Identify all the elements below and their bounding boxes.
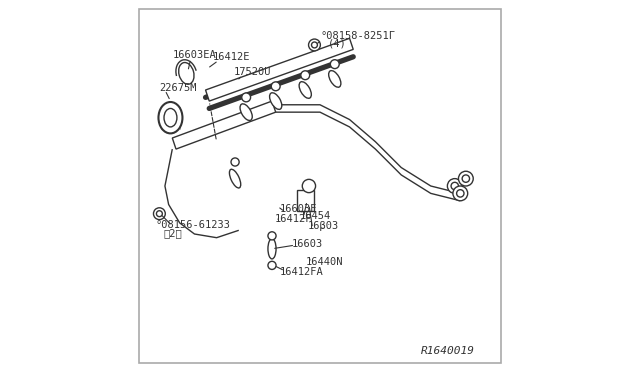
Circle shape [154,208,165,219]
Text: R1640019: R1640019 [421,346,475,356]
Text: 16412F: 16412F [275,214,312,224]
Circle shape [242,93,251,102]
Ellipse shape [299,82,311,98]
Ellipse shape [159,102,182,134]
Ellipse shape [164,109,177,127]
Polygon shape [172,101,276,149]
FancyBboxPatch shape [297,190,314,211]
Circle shape [447,179,462,193]
Text: 16412FA: 16412FA [280,267,324,277]
Circle shape [330,60,339,68]
Ellipse shape [268,238,276,259]
Circle shape [268,261,276,269]
Circle shape [231,158,239,166]
Circle shape [156,211,163,217]
Text: 16440N: 16440N [306,257,344,267]
Circle shape [301,71,310,80]
Ellipse shape [240,104,252,121]
Text: °08156-61233: °08156-61233 [156,220,230,230]
Text: （2）: （2） [163,228,182,238]
Ellipse shape [229,169,241,188]
Circle shape [312,42,317,48]
Polygon shape [205,38,353,101]
Text: 16454: 16454 [300,211,331,221]
Text: 16603E: 16603E [280,204,317,214]
Circle shape [458,171,473,186]
Text: 17520U: 17520U [233,67,271,77]
Text: 16412E: 16412E [213,52,250,62]
Circle shape [453,186,468,201]
Circle shape [268,232,276,240]
Circle shape [451,182,458,190]
Ellipse shape [269,93,282,109]
Circle shape [308,39,321,51]
Text: °08158-8251Γ: °08158-8251Γ [320,31,395,41]
Ellipse shape [329,71,341,87]
Circle shape [456,190,464,197]
Circle shape [271,82,280,91]
Text: (4): (4) [328,38,346,48]
Text: 16603: 16603 [292,239,323,249]
Text: 16603EA: 16603EA [172,50,216,60]
Ellipse shape [179,62,194,84]
Circle shape [462,175,470,182]
Circle shape [302,179,316,193]
Text: 22675M: 22675M [159,83,197,93]
Text: 16β03: 16β03 [307,221,339,231]
